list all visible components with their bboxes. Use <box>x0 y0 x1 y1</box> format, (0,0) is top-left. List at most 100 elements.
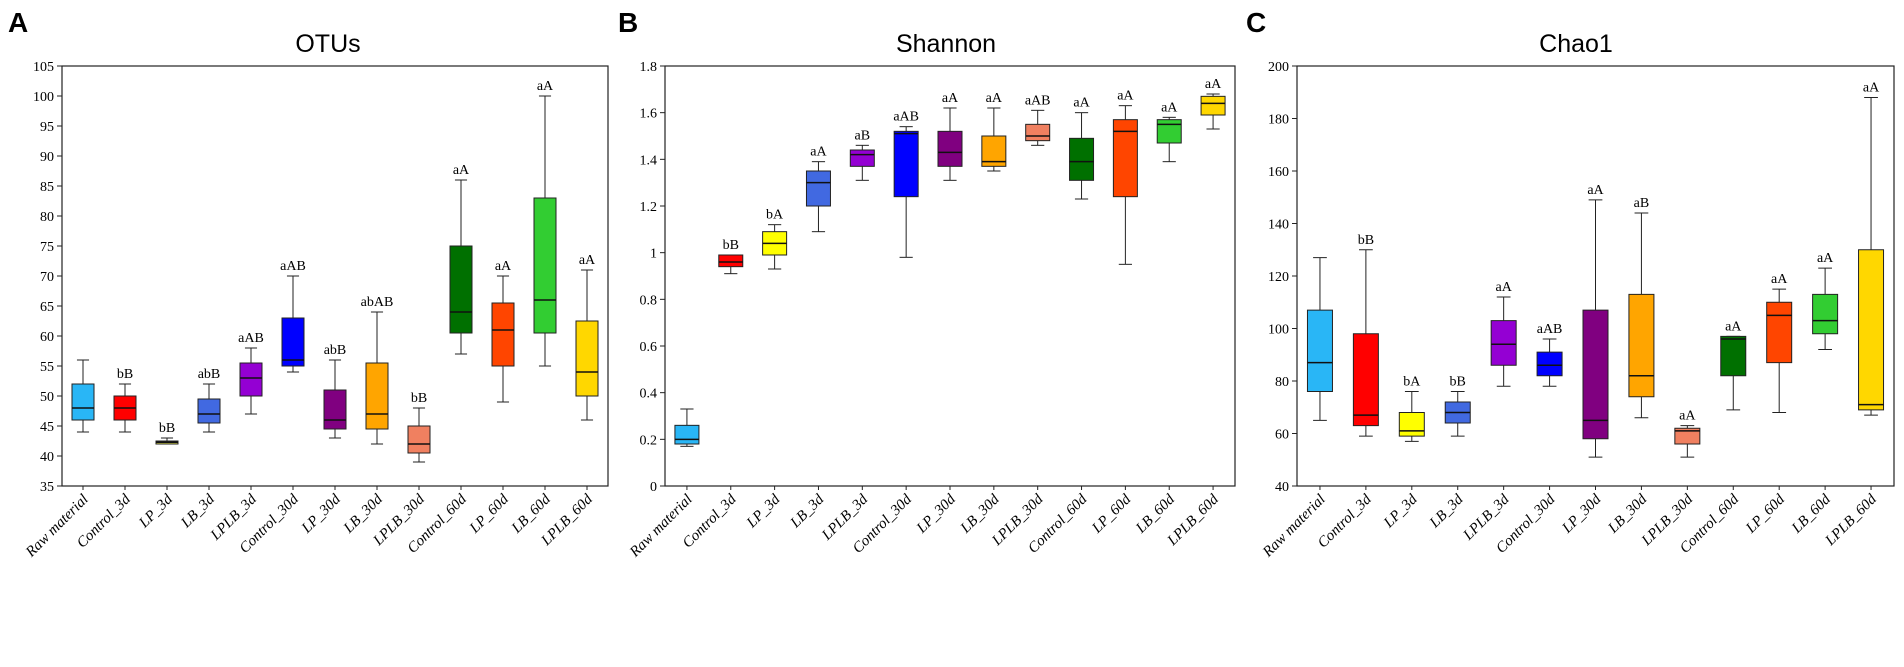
shannon-plot-area: 0 0.2 0.4 0.6 0.8 1 1.2 1.4 1.6 1.8 Raw material bB… <box>626 60 1236 561</box>
shannon-box-lp-60d <box>1112 119 1138 198</box>
panel-letter-b: B <box>618 7 638 38</box>
chao1-sig-label-lb-30d: aB <box>1634 196 1650 211</box>
chao1-sig-label-control-30d: aAB <box>1537 322 1563 337</box>
chart-title-shannon: Shannon <box>896 30 996 58</box>
chao1-box-lp-30d <box>1582 309 1609 440</box>
otus-y-tick-label: 45 <box>40 420 54 435</box>
chao1-box-control-3d <box>1352 333 1379 427</box>
otus-y-tick-label: 95 <box>40 120 54 135</box>
chao1-sig-label-control-3d: bB <box>1358 233 1374 248</box>
shannon-y-tick-label: 1.2 <box>640 200 658 215</box>
chao1-box-lp-60d <box>1766 301 1793 364</box>
chao1-x-label-lp-60d: LP_60d <box>1742 491 1788 537</box>
chao1-y-tick-label: 120 <box>1268 270 1289 285</box>
otus-sig-label-lp-60d: aA <box>495 259 512 274</box>
chao1-sig-label-lp-60d: aA <box>1771 272 1788 287</box>
chao1-x-label-lb-60d: LB_60d <box>1788 491 1834 537</box>
otus-y-tick-label: 105 <box>33 60 54 75</box>
chao1-box-lp-3d <box>1398 412 1425 437</box>
shannon-x-label-lb-3d: LB_3d <box>787 491 828 532</box>
chao1-x-label-lb-3d: LB_3d <box>1426 491 1467 532</box>
chao1-y-tick-label: 80 <box>1275 375 1289 390</box>
otus-sig-label-lp-3d: bB <box>159 421 175 436</box>
chao1-sig-label-control-60d: aA <box>1725 319 1742 334</box>
otus-x-label-raw-material: Raw material <box>22 492 91 561</box>
otus-box-lb-3d <box>197 398 221 424</box>
otus-y-tick-label: 60 <box>40 330 54 345</box>
shannon-y-tick-label: 0.4 <box>640 387 658 402</box>
shannon-y-tick-label: 0.8 <box>640 293 658 308</box>
otus-y-tick-label: 80 <box>40 210 54 225</box>
chao1-y-tick-label: 160 <box>1268 165 1289 180</box>
shannon-sig-label-lb-30d: aA <box>986 91 1003 106</box>
chao1-sig-label-lplb-30d: aA <box>1679 409 1696 424</box>
shannon-sig-label-control-30d: aAB <box>893 110 919 125</box>
chao1-sig-label-lplb-3d: aA <box>1495 280 1512 295</box>
otus-y-tick-label: 55 <box>40 360 54 375</box>
chart-title-chao1: Chao1 <box>1539 30 1613 58</box>
shannon-sig-label-lplb-3d: aB <box>855 128 871 143</box>
chao1-box-control-30d <box>1536 351 1563 377</box>
chao1-box-control-60d <box>1720 335 1747 377</box>
otus-sig-label-lplb-30d: bB <box>411 391 427 406</box>
chao1-box-lplb-60d <box>1858 249 1885 411</box>
otus-y-tick-label: 85 <box>40 180 54 195</box>
shannon-box-control-3d <box>718 254 744 268</box>
chao1-sig-label-lplb-60d: aA <box>1863 81 1880 96</box>
otus-y-tick-label: 65 <box>40 300 54 315</box>
shannon-x-label-lp-30d: LP_30d <box>913 491 959 537</box>
shannon-box-lplb-60d <box>1200 95 1226 116</box>
shannon-y-tick-label: 0 <box>650 480 657 495</box>
otus-y-tick-label: 70 <box>40 270 54 285</box>
shannon-x-label-lp-3d: LP_3d <box>743 491 784 532</box>
otus-sig-label-lplb-60d: aA <box>579 253 596 268</box>
shannon-x-label-lp-60d: LP_60d <box>1089 491 1135 537</box>
otus-x-label-lb-3d: LB_3d <box>178 491 219 532</box>
shannon-y-tick-label: 1.8 <box>640 60 658 75</box>
shannon-y-tick-label: 0.6 <box>640 340 658 355</box>
otus-box-lb-60d <box>533 197 557 334</box>
otus-x-label-lp-60d: LP_60d <box>466 491 512 537</box>
shannon-sig-label-lp-60d: aA <box>1117 89 1134 104</box>
otus-box-control-60d <box>449 245 473 334</box>
otus-box-raw-material <box>71 383 95 421</box>
chao1-y-tick-label: 40 <box>1275 480 1289 495</box>
otus-y-tick-label: 35 <box>40 480 54 495</box>
panel-letter-a: A <box>8 7 28 38</box>
shannon-sig-label-lb-60d: aA <box>1161 100 1178 115</box>
otus-sig-label-lb-60d: aA <box>537 79 554 94</box>
otus-sig-label-lp-30d: abB <box>324 343 347 358</box>
chao1-sig-label-lp-3d: bA <box>1403 375 1421 390</box>
otus-box-lp-60d <box>491 302 515 367</box>
otus-y-tick-label: 40 <box>40 450 54 465</box>
shannon-y-tick-label: 0.2 <box>640 433 658 448</box>
chao1-y-tick-label: 180 <box>1268 113 1289 128</box>
otus-x-label-lp-3d: LP_3d <box>136 491 177 532</box>
shannon-y-tick-label: 1.6 <box>640 107 658 122</box>
shannon-x-label-raw-material: Raw material <box>626 492 695 561</box>
shannon-box-lb-3d <box>805 170 831 207</box>
otus-box-lplb-30d <box>407 425 431 454</box>
shannon-box-lplb-30d <box>1025 123 1051 142</box>
otus-box-control-30d <box>281 317 305 367</box>
shannon-sig-label-lplb-30d: aAB <box>1025 93 1051 108</box>
otus-y-tick-label: 75 <box>40 240 54 255</box>
shannon-sig-label-lp-30d: aA <box>942 91 959 106</box>
otus-sig-label-lb-3d: abB <box>198 367 221 382</box>
chao1-box-lb-60d <box>1812 293 1839 335</box>
shannon-sig-label-control-60d: aA <box>1073 96 1090 111</box>
shannon-sig-label-lplb-60d: aA <box>1205 77 1222 92</box>
otus-box-lb-30d <box>365 362 389 430</box>
chao1-sig-label-lb-3d: bB <box>1450 375 1466 390</box>
shannon-box-control-30d <box>893 130 919 198</box>
chao1-x-label-lp-3d: LP_3d <box>1380 491 1421 532</box>
chao1-box-lb-30d <box>1628 293 1655 398</box>
shannon-box-lplb-3d <box>849 149 875 167</box>
shannon-box-lb-60d <box>1156 119 1182 144</box>
chao1-box-raw-material <box>1306 309 1333 392</box>
otus-x-label-lp-30d: LP_30d <box>298 491 344 537</box>
otus-y-tick-label: 90 <box>40 150 54 165</box>
chao1-sig-label-lp-30d: aA <box>1587 183 1604 198</box>
shannon-sig-label-lp-3d: bA <box>766 208 784 223</box>
